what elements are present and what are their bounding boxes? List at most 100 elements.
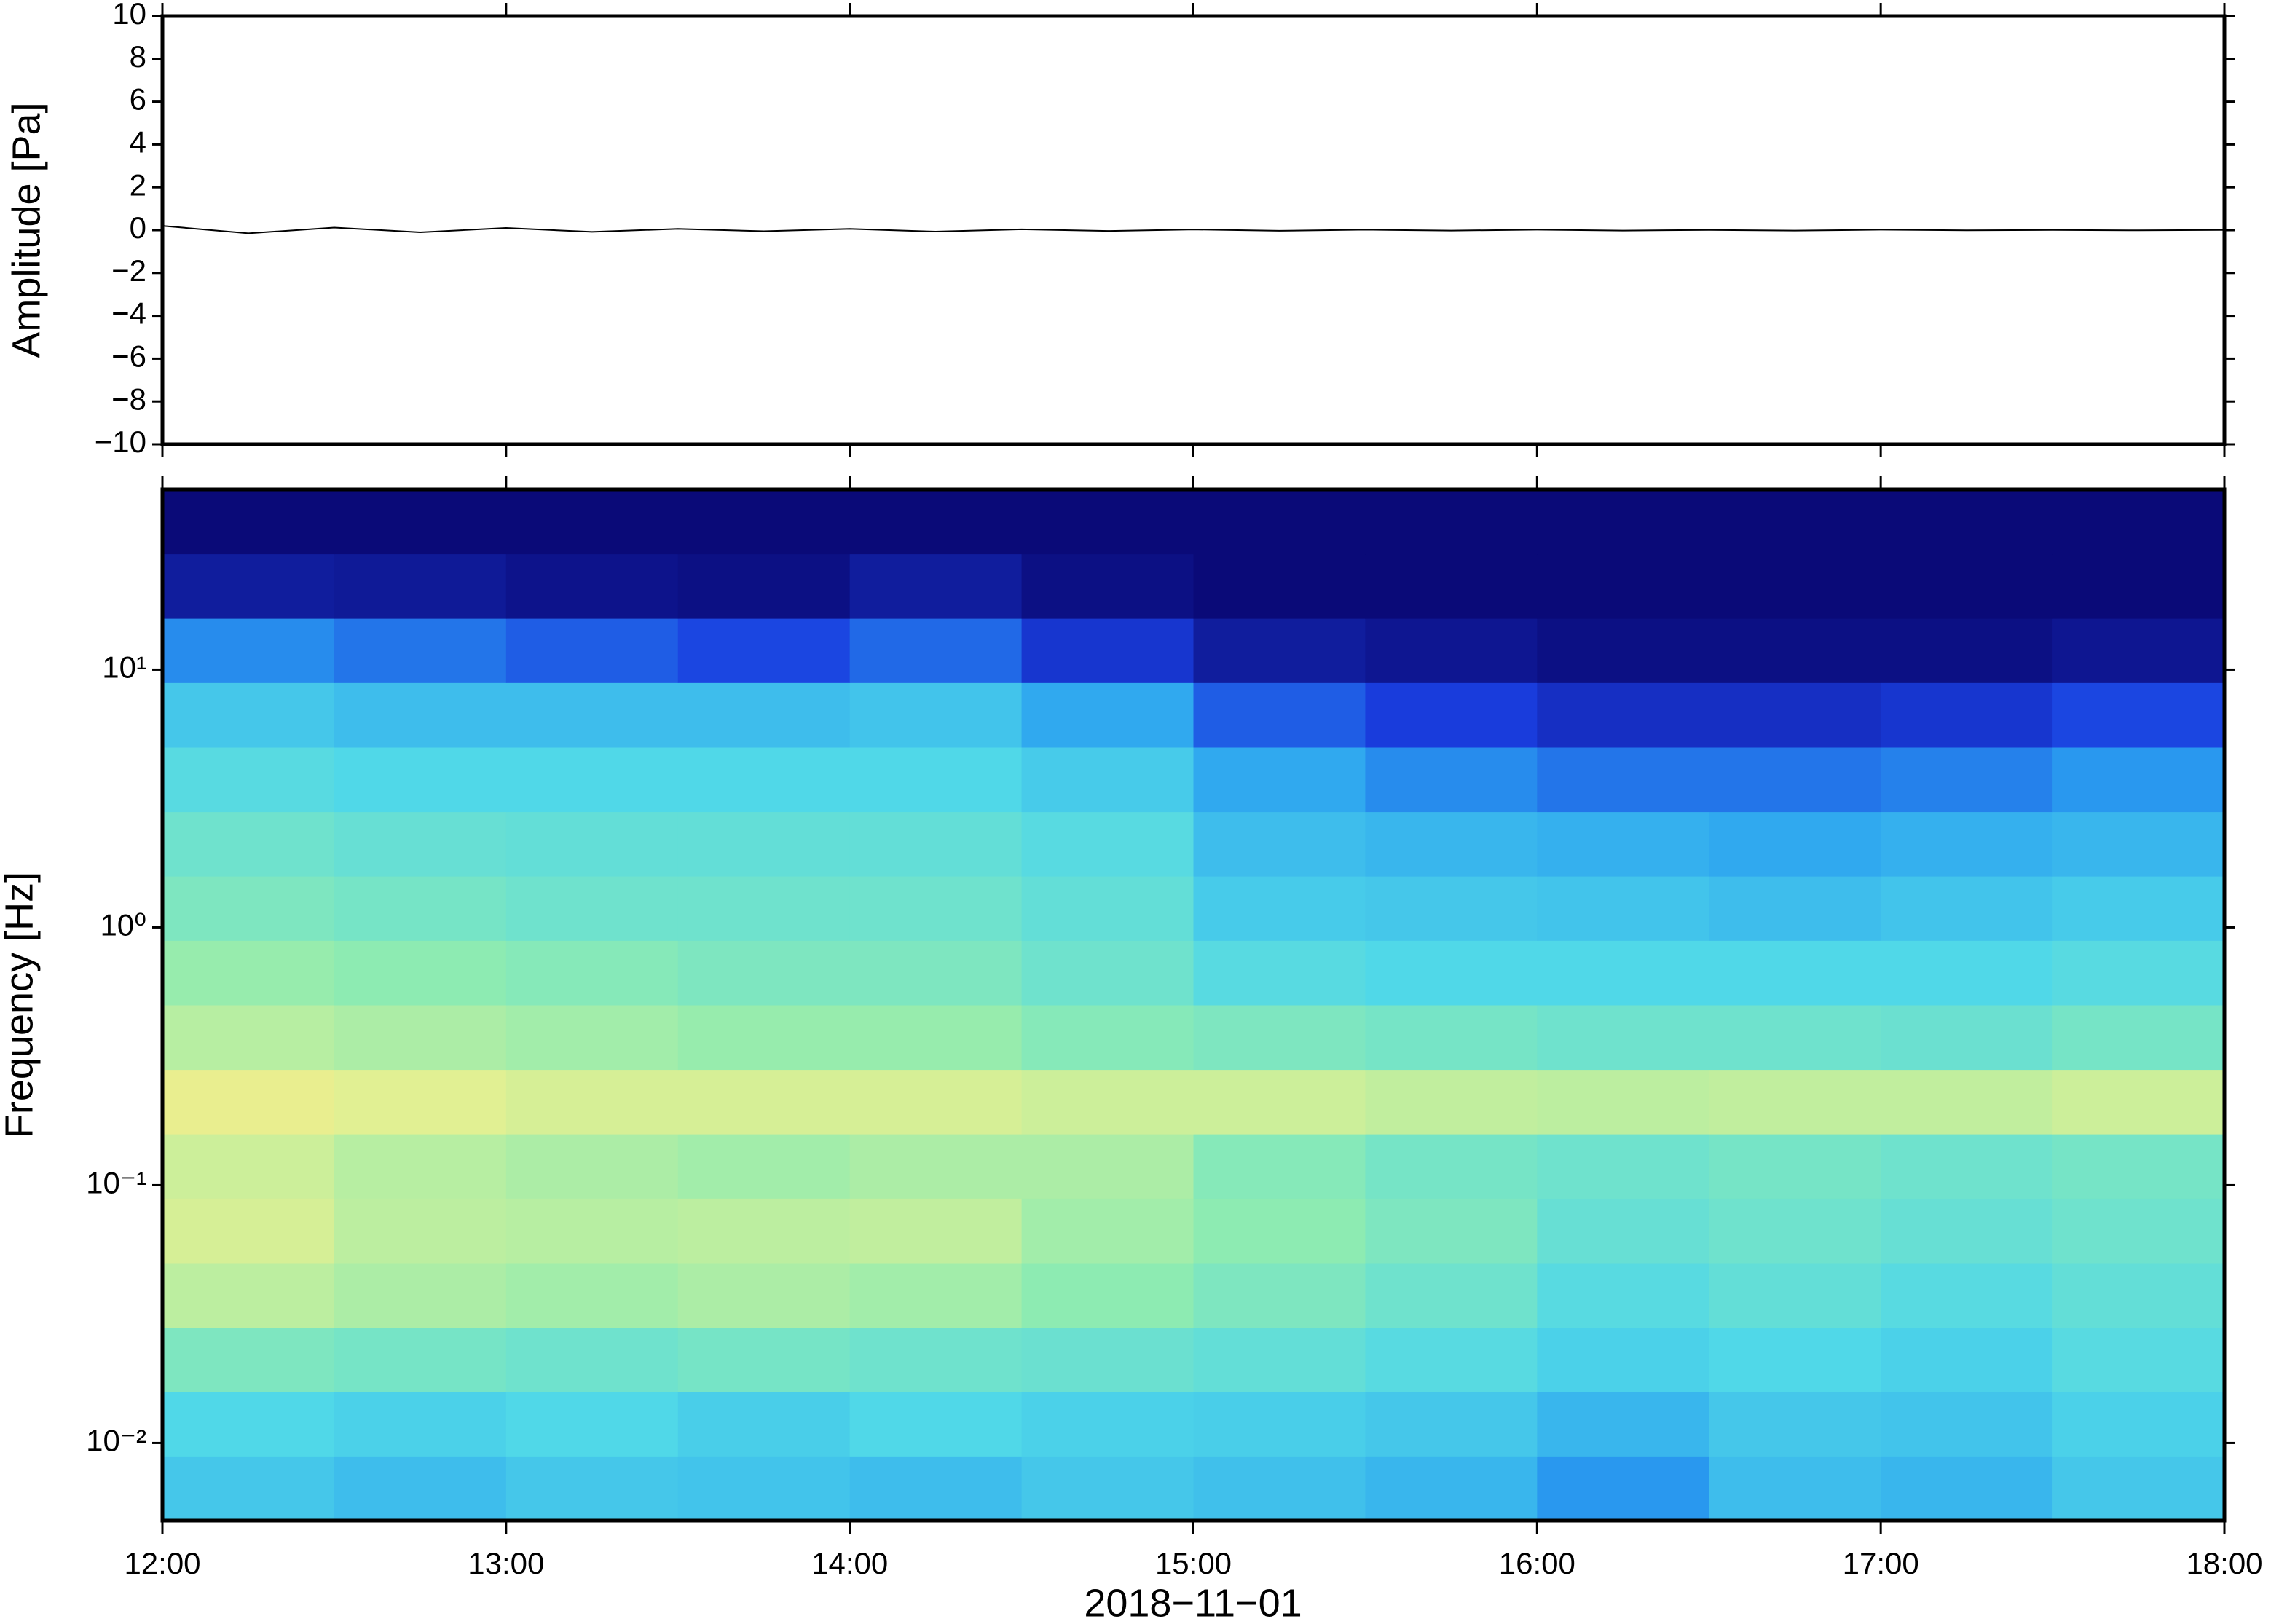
spectrogram-cell bbox=[2052, 489, 2225, 555]
spectrogram-cell bbox=[1021, 1263, 1194, 1328]
spectrogram-cell bbox=[1021, 1069, 1194, 1135]
spectrogram-cell bbox=[1537, 747, 1709, 813]
spectrogram-cell bbox=[505, 876, 679, 941]
spectrogram-cell bbox=[849, 811, 1023, 877]
x-tick-label: 17:00 bbox=[1843, 1546, 1919, 1580]
spectrogram-cell bbox=[677, 1069, 851, 1135]
spectrogram-cell bbox=[1021, 940, 1194, 1006]
spectrogram-cell bbox=[505, 1134, 679, 1199]
y-tick-label: 4 bbox=[130, 125, 146, 159]
spectrogram-cell bbox=[1537, 940, 1709, 1006]
spectrogram-cell bbox=[1709, 940, 1881, 1006]
spectrogram-cell bbox=[1881, 1456, 2053, 1521]
spectrogram-cell bbox=[1365, 940, 1538, 1006]
spectrogram-cell bbox=[162, 1327, 335, 1392]
spectrogram-cell bbox=[849, 747, 1023, 813]
spectrogram-cell bbox=[505, 1456, 679, 1521]
spectrogram-cell bbox=[1365, 682, 1538, 748]
spectrogram-cell bbox=[1193, 1134, 1366, 1199]
spectrogram-cell bbox=[505, 1069, 679, 1135]
spectrogram-cell bbox=[2052, 811, 2225, 877]
spectrogram-cell bbox=[1193, 553, 1366, 619]
spectrogram-cell bbox=[1193, 682, 1366, 748]
y-axis-title: Amplitude [Pa] bbox=[4, 102, 48, 358]
spectrogram-cell bbox=[334, 553, 507, 619]
y-axis-title: Frequency [Hz] bbox=[0, 872, 41, 1138]
spectrogram-cell bbox=[677, 489, 851, 555]
spectrogram-cell bbox=[162, 940, 335, 1006]
y-tick-label: 6 bbox=[130, 82, 146, 117]
y-tick-label: −2 bbox=[111, 253, 146, 288]
spectrogram-cell bbox=[849, 489, 1023, 555]
spectrogram-cell bbox=[1537, 618, 1709, 683]
y-tick-label: −4 bbox=[111, 296, 146, 331]
spectrogram-cell bbox=[334, 489, 507, 555]
y-tick-label: 10¹ bbox=[102, 650, 146, 685]
spectrogram-cell bbox=[677, 1005, 851, 1071]
spectrogram-cell bbox=[677, 940, 851, 1006]
spectrogram-cell bbox=[1709, 747, 1881, 813]
spectrogram-cell bbox=[1881, 1263, 2053, 1328]
spectrogram-cell bbox=[505, 1198, 679, 1264]
spectrogram-cell bbox=[1365, 1069, 1538, 1135]
spectrogram-cell bbox=[1537, 682, 1709, 748]
spectrogram-cell bbox=[1709, 618, 1881, 683]
spectrogram-cell bbox=[849, 553, 1023, 619]
spectrogram-cell bbox=[1193, 1392, 1366, 1457]
spectrogram-cell bbox=[334, 1263, 507, 1328]
spectrogram-cell bbox=[162, 1198, 335, 1264]
spectrogram-cell bbox=[1365, 1134, 1538, 1199]
spectrogram-cell bbox=[1193, 489, 1366, 555]
spectrogram-cell bbox=[1537, 1327, 1709, 1392]
y-tick-label: 10⁻² bbox=[86, 1424, 146, 1458]
x-tick-label: 16:00 bbox=[1499, 1546, 1575, 1580]
spectrogram-cell bbox=[505, 489, 679, 555]
spectrogram-cell bbox=[334, 1005, 507, 1071]
spectrogram-cell bbox=[1021, 876, 1194, 941]
spectrogram-cell bbox=[1193, 1198, 1366, 1264]
spectrogram-cell bbox=[1537, 1005, 1709, 1071]
spectrogram-cell bbox=[1537, 553, 1709, 619]
spectrogram-cell bbox=[1193, 876, 1366, 941]
y-tick-label: 2 bbox=[130, 167, 146, 202]
spectrogram-cell bbox=[849, 876, 1023, 941]
spectrogram-cell bbox=[1709, 1069, 1881, 1135]
spectrogram-cell bbox=[1881, 1198, 2053, 1264]
spectrogram-cell bbox=[1021, 489, 1194, 555]
spectrogram-cell bbox=[334, 940, 507, 1006]
spectrogram-cell bbox=[1881, 553, 2053, 619]
spectrogram-cell bbox=[1881, 940, 2053, 1006]
spectrogram-cell bbox=[1193, 940, 1366, 1006]
spectrogram-cell bbox=[677, 811, 851, 877]
spectrogram-cell bbox=[1021, 618, 1194, 683]
waveform bbox=[162, 225, 2225, 234]
spectrogram-cell bbox=[1881, 489, 2053, 555]
x-tick-label: 15:00 bbox=[1155, 1546, 1232, 1580]
y-tick-label: 10⁻¹ bbox=[86, 1166, 146, 1200]
y-tick-label: 8 bbox=[130, 39, 146, 74]
spectrogram-cell bbox=[677, 1327, 851, 1392]
spectrogram-cell bbox=[1709, 876, 1881, 941]
spectrogram-cell bbox=[849, 1134, 1023, 1199]
spectrogram-cell bbox=[849, 682, 1023, 748]
spectrogram-cell bbox=[677, 747, 851, 813]
spectrogram-cell bbox=[849, 1069, 1023, 1135]
spectrogram-cell bbox=[677, 1134, 851, 1199]
spectrogram-cell bbox=[1021, 811, 1194, 877]
y-tick-label: 0 bbox=[130, 210, 146, 245]
spectrogram-cell bbox=[162, 1456, 335, 1521]
spectrogram-cell bbox=[505, 940, 679, 1006]
spectrogram-cell bbox=[1709, 489, 1881, 555]
spectrogram-cell bbox=[677, 876, 851, 941]
spectrogram-cell bbox=[677, 1263, 851, 1328]
spectrogram-cell bbox=[1709, 553, 1881, 619]
spectrogram-cell bbox=[505, 1392, 679, 1457]
spectrogram-cell bbox=[334, 811, 507, 877]
spectrogram-cell bbox=[1709, 682, 1881, 748]
y-tick-label: 10⁰ bbox=[100, 908, 146, 942]
spectrogram-cell bbox=[1021, 1134, 1194, 1199]
spectrogram-cell bbox=[334, 1456, 507, 1521]
spectrogram-cell bbox=[1021, 1005, 1194, 1071]
spectrogram-cell bbox=[1881, 682, 2053, 748]
spectrogram-cell bbox=[1537, 811, 1709, 877]
